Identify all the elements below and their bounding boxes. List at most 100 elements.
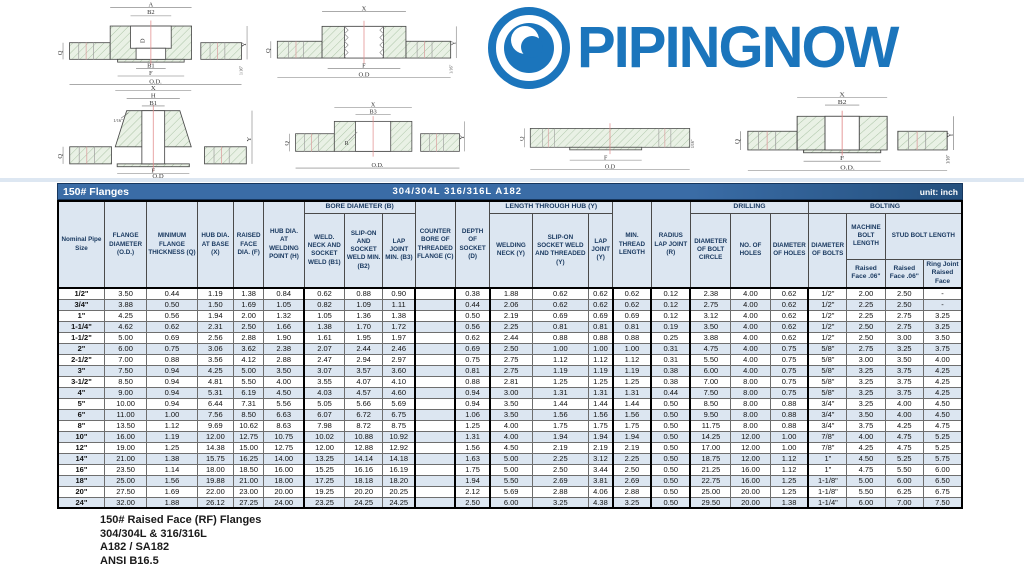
pipingnow-logo: PIPINGNOW (487, 6, 1017, 90)
cell: 5.00 (488, 463, 533, 476)
cell: 1.32 (263, 309, 305, 322)
cell (414, 309, 456, 322)
cell: 5" (57, 397, 105, 410)
dim-label: Y (460, 134, 466, 139)
cell: 16" (57, 463, 105, 476)
group-header-drilling: DRILLING (689, 200, 809, 214)
cell: 1.61 (303, 331, 345, 344)
cell: 7.00 (689, 375, 732, 388)
cell: 11.00 (103, 408, 148, 421)
cell: 0.94 (146, 386, 198, 399)
cell: 1.75 (588, 419, 614, 432)
table-row: 16" 23.50 1.14 18.00 18.50 16.00 15.25 16.16 16.… (57, 463, 963, 476)
cell (414, 287, 456, 300)
dim-label: Q (285, 141, 291, 146)
table-row: 24" 32.00 1.88 26.12 27.25 24.00 23.25 24.25 24.… (57, 496, 963, 509)
dim-label: F (840, 155, 844, 162)
cell: 1.19 (611, 364, 652, 377)
cell: 8.00 (730, 375, 771, 388)
cell: 0.62 (769, 298, 809, 311)
cell: 10.02 (303, 430, 345, 443)
table-row: 3/4" 3.88 0.50 1.50 1.69 1.05 0.82 1.09 1.11 0.44… (57, 298, 963, 311)
cell: 0.25 (650, 331, 691, 344)
cell: 7.50 (922, 496, 963, 509)
cell: 1.44 (588, 397, 614, 410)
col-header-od: FLANGE DIAMETER (O.D.) (103, 200, 148, 289)
cell: 15.75 (196, 452, 235, 465)
cell: 0.94 (146, 397, 198, 410)
cell: 5.69 (488, 485, 533, 498)
col-header-stud-rj: Ring Joint Raised Face (922, 258, 963, 289)
cell: 13.50 (103, 419, 148, 432)
cell: 1.69 (146, 485, 198, 498)
cell: 9.69 (196, 419, 235, 432)
cell: 4.25 (922, 386, 963, 399)
cell: 1/2" (807, 309, 848, 322)
cell: 3/4" (807, 397, 848, 410)
cell: 9.00 (103, 386, 148, 399)
cell: 0.88 (769, 408, 809, 421)
cell: 8.75 (382, 419, 416, 432)
col-header-d: DEPTH OF SOCKET (D) (454, 200, 491, 289)
table-row: 1-1/4" 4.62 0.62 2.31 2.50 1.66 1.38 1.70 1.72 0.… (57, 320, 963, 333)
cell: 12.00 (303, 441, 345, 454)
cell: 23.50 (103, 463, 148, 476)
cell: 0.82 (303, 298, 345, 311)
cell: 8.00 (730, 419, 771, 432)
cell: 1.19 (146, 430, 198, 443)
cell: 1.94 (531, 430, 590, 443)
table-unit: unit: inch (919, 186, 958, 197)
cell: 0.44 (454, 298, 491, 311)
cell: 5/8" (807, 353, 848, 366)
cell: 21.00 (233, 474, 265, 487)
cell: 4.25 (922, 364, 963, 377)
cell: 1.94 (454, 474, 491, 487)
cell: 1.00 (146, 408, 198, 421)
cell: 8.00 (730, 397, 771, 410)
cell: 4.50 (922, 408, 963, 421)
cell: 16.00 (730, 474, 771, 487)
cell: 5.00 (488, 452, 533, 465)
cell: 12.88 (343, 441, 384, 454)
cell: 1.25 (588, 375, 614, 388)
cell: 1.06 (454, 408, 491, 421)
cell: 1.97 (382, 331, 416, 344)
cell: 2.25 (846, 298, 886, 311)
socket-weld-flange-drawing: A B2 D B1 F O.D. Q Y 1/16" (58, 2, 253, 88)
cell: 6.25 (884, 485, 924, 498)
table-row: 1/2" 3.50 0.44 1.19 1.38 0.84 0.62 0.88 0.90 0.38… (57, 287, 963, 300)
cell: 2.31 (196, 320, 235, 333)
group-header-bolting: BOLTING (807, 200, 963, 214)
cell: 1.31 (454, 430, 491, 443)
cell: 1.66 (263, 320, 305, 333)
cell: 0.38 (650, 364, 691, 377)
cell: 2.75 (488, 353, 533, 366)
cell: 0.50 (650, 496, 691, 509)
cell: 0.88 (769, 419, 809, 432)
cell: 1.70 (343, 320, 384, 333)
table-row: 18" 25.00 1.56 19.88 21.00 18.00 17.25 18.18 18.… (57, 474, 963, 487)
cell: 2.12 (454, 485, 491, 498)
cell: 6.75 (382, 408, 416, 421)
cell: 1.50 (196, 298, 235, 311)
cell: 17.00 (689, 441, 732, 454)
cell: 1.12 (146, 419, 198, 432)
table-row: 12" 19.00 1.25 14.38 15.00 12.75 12.00 12.88 12.… (57, 441, 963, 454)
cell (414, 342, 456, 355)
table-row: 5" 10.00 0.94 6.44 7.31 5.56 5.05 5.66 5.69 0.94 3… (57, 397, 963, 410)
cell: 1-1/8" (807, 474, 848, 487)
cell: 4" (57, 386, 105, 399)
col-header-size: Nominal Pipe Size (57, 200, 105, 289)
cell: 2.81 (488, 375, 533, 388)
cell: 6.00 (922, 463, 963, 476)
table-row: 6" 11.00 1.00 7.56 8.50 6.63 6.07 6.72 6.75 1.06 3… (57, 408, 963, 421)
table-row: 20" 27.50 1.69 22.00 23.00 20.00 19.25 20.20 20.… (57, 485, 963, 498)
col-header-y-lj: LAP JOINT (Y) (588, 212, 614, 289)
cell: 1.56 (611, 408, 652, 421)
cell: 1.95 (343, 331, 384, 344)
dim-label: Q (735, 139, 741, 144)
cell: 2.25 (846, 309, 886, 322)
cell: 2.25 (531, 452, 590, 465)
cell: 1.44 (611, 397, 652, 410)
cell: 19.88 (196, 474, 235, 487)
